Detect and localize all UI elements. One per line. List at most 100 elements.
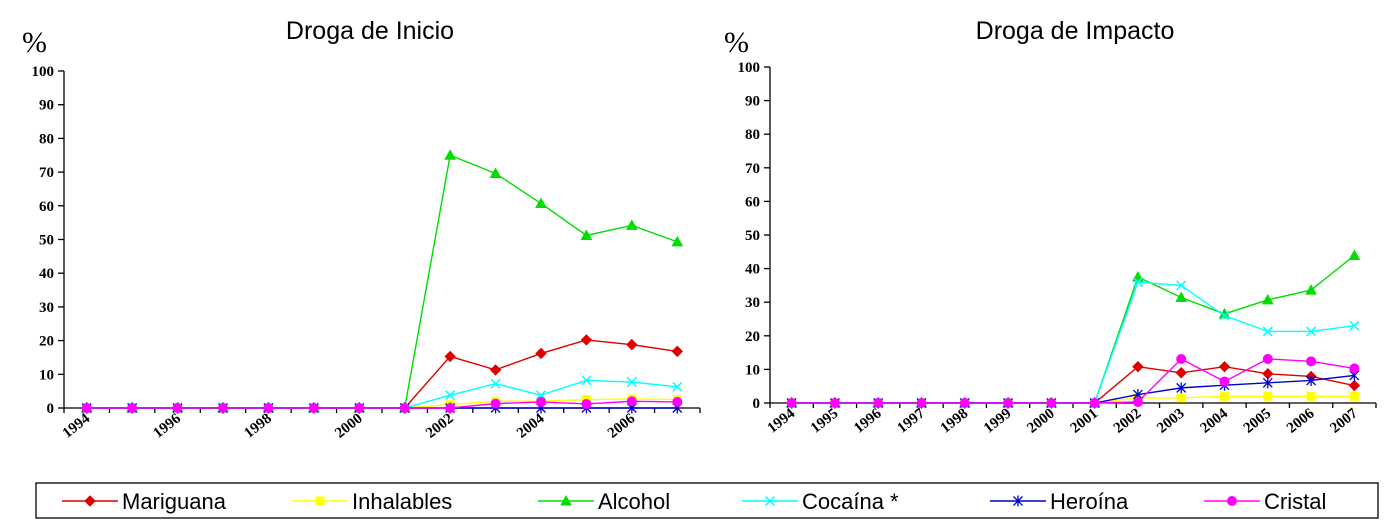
y-tick-label: 100 [32, 64, 55, 80]
legend-label: Mariguana [122, 489, 227, 514]
legend-box [35, 482, 1379, 519]
y-tick-label: 70 [39, 165, 54, 181]
series-line [86, 154, 678, 409]
legend-label: Inhalables [352, 489, 452, 514]
legend-label: Cocaína * [802, 489, 899, 514]
x-tick-label: 1996 [851, 405, 885, 436]
chart-droga-de-impacto: Droga de Impacto% 0 10 20 30 40 50 60 70 80 90 100 1… [724, 17, 1377, 437]
x-tick-label: 2002 [1111, 406, 1144, 437]
data-point [672, 396, 683, 407]
data-point [1263, 391, 1273, 401]
y-tick-label: 30 [39, 300, 54, 316]
data-point [1219, 376, 1230, 387]
y-axis-label: % [724, 26, 749, 59]
data-point [1176, 280, 1187, 291]
legend-marker [560, 494, 572, 506]
data-point [1262, 368, 1274, 380]
x-tick-label: 1998 [938, 406, 971, 437]
data-point [535, 197, 547, 208]
data-point [490, 398, 501, 409]
y-tick-label: 100 [738, 60, 761, 76]
series-mariguana [785, 361, 1361, 409]
series-cristal [786, 353, 1360, 408]
data-point [444, 350, 456, 363]
series-cocaina [786, 277, 1360, 409]
x-tick-label: 1997 [894, 405, 928, 436]
y-tick-label: 0 [47, 401, 55, 417]
data-point [916, 398, 927, 408]
y-tick-label: 0 [753, 396, 761, 412]
legend-marker [1227, 496, 1237, 506]
data-point [786, 398, 797, 408]
x-tick-label: 1994 [60, 410, 94, 441]
data-point [1262, 377, 1273, 389]
y-axis-label: % [22, 26, 47, 59]
series-cocaina [81, 375, 683, 414]
y-tick-label: 30 [745, 295, 760, 311]
data-point [1349, 391, 1359, 401]
legend-item-inhalables: Inhalables [292, 489, 452, 514]
data-point [1262, 353, 1273, 364]
data-point [1305, 284, 1317, 295]
data-point [581, 375, 592, 386]
series-alcohol [80, 149, 684, 413]
series-alcohol [785, 249, 1361, 408]
x-tick-label: 2006 [1284, 405, 1318, 436]
data-point [218, 403, 228, 413]
chart-title: Droga de Impacto [976, 17, 1175, 45]
y-tick-label: 10 [39, 367, 54, 383]
data-point [490, 378, 501, 389]
data-point [1219, 310, 1230, 321]
data-point [1306, 391, 1316, 401]
data-point [626, 377, 637, 388]
legend-label: Cristal [1264, 489, 1326, 514]
data-point [1176, 382, 1187, 394]
data-point [1306, 326, 1317, 337]
data-point [829, 398, 840, 408]
legend-item-cocaina: Cocaína * [742, 489, 899, 514]
data-point [1262, 326, 1273, 337]
data-point [873, 398, 884, 408]
data-point [1306, 356, 1317, 367]
data-point [308, 403, 319, 413]
data-point [489, 364, 502, 376]
data-point [671, 235, 684, 247]
series-cristal [81, 396, 683, 413]
y-tick-label: 80 [39, 131, 54, 147]
series-line [791, 358, 1355, 404]
data-point [626, 219, 638, 230]
data-point [444, 149, 456, 160]
data-point [1132, 270, 1144, 282]
legend-item-cristal: Cristal [1204, 489, 1326, 514]
data-point [580, 229, 593, 240]
x-tick-label: 2004 [1197, 405, 1231, 436]
data-point [1306, 374, 1317, 386]
data-point [1261, 293, 1274, 305]
data-point [959, 398, 970, 408]
y-tick-label: 20 [39, 334, 54, 350]
data-point [671, 345, 683, 358]
y-tick-label: 90 [39, 98, 54, 114]
legend-label: Alcohol [598, 489, 670, 514]
legend-item-heroina: Heroína [990, 489, 1129, 514]
series-mariguana [81, 334, 683, 414]
data-point [127, 403, 138, 413]
legend-marker [764, 495, 776, 507]
y-tick-label: 70 [745, 161, 760, 177]
data-point [1176, 393, 1186, 403]
legend-item-alcohol: Alcohol [538, 489, 670, 514]
chart-droga-de-inicio: Droga de Inicio% 0 10 20 30 40 50 60 70 80 90 100 19… [22, 17, 701, 442]
data-point [1220, 391, 1229, 401]
x-tick-label: 2001 [1068, 406, 1101, 437]
data-point [1176, 353, 1187, 364]
x-tick-label: 2004 [514, 410, 548, 441]
legend: Mariguana Inhalables Alcohol Cocaína * Heroí… [35, 482, 1379, 519]
x-tick-label: 1998 [241, 411, 274, 442]
y-tick-label: 40 [745, 262, 760, 278]
data-point [672, 381, 683, 392]
legend-label: Heroína [1050, 489, 1129, 514]
legend-marker [315, 496, 325, 506]
data-point [354, 403, 365, 413]
x-tick-label: 2007 [1327, 405, 1361, 436]
